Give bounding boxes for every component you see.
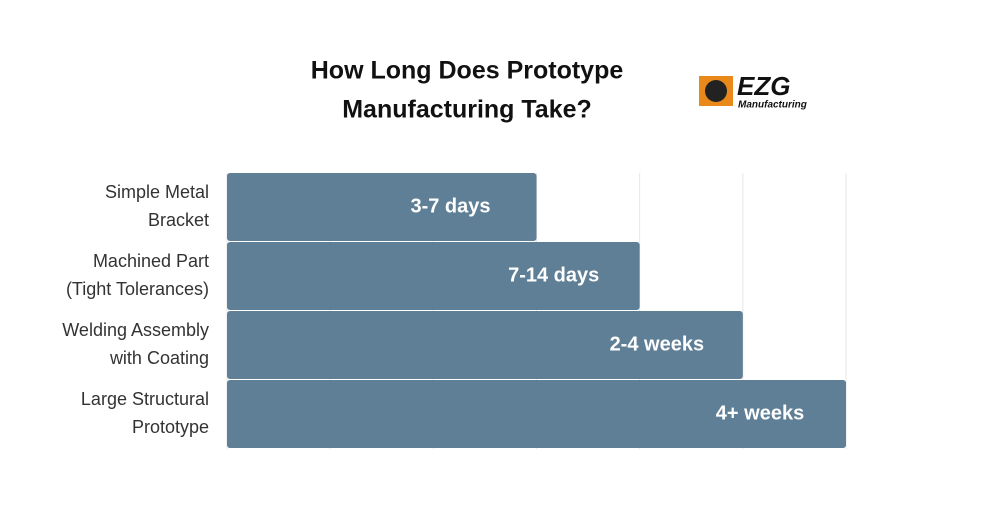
- category-label: with Coating: [109, 348, 209, 368]
- logo-icon: [705, 80, 727, 102]
- logo-subtext: Manufacturing: [738, 100, 807, 111]
- logo: EZG Manufacturing: [699, 71, 807, 111]
- category-label: Welding Assembly: [62, 320, 209, 340]
- category-label: Bracket: [148, 210, 209, 230]
- logo-text: EZG: [737, 71, 790, 101]
- value-label: 3-7 days: [410, 195, 490, 217]
- value-label: 4+ weeks: [716, 402, 804, 424]
- value-label: 2-4 weeks: [610, 333, 705, 355]
- chart-title: Manufacturing Take?: [342, 96, 592, 124]
- category-label: Prototype: [132, 417, 209, 437]
- category-label: Machined Part: [93, 251, 209, 271]
- bar: [227, 380, 846, 448]
- bar: [227, 173, 537, 241]
- category-label: Simple Metal: [105, 182, 209, 202]
- value-label: 7-14 days: [508, 264, 599, 286]
- category-label: Large Structural: [81, 389, 209, 409]
- chart-title: How Long Does Prototype: [311, 57, 624, 85]
- bar: [227, 242, 640, 310]
- category-label: (Tight Tolerances): [66, 279, 209, 299]
- bar: [227, 311, 743, 379]
